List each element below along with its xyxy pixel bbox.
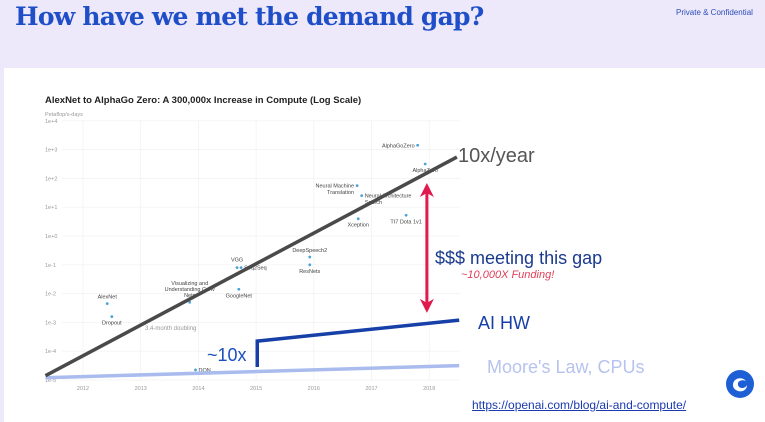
y-tick-label: 1e-1	[45, 263, 56, 269]
data-point	[423, 162, 427, 166]
x-tick-label: 2015	[250, 386, 262, 392]
data-point	[404, 213, 408, 217]
y-tick-label: 1e+1	[45, 205, 57, 211]
data-point	[237, 287, 241, 291]
y-tick-label: 1e+0	[45, 234, 57, 240]
x-tick-label: 2018	[423, 386, 435, 392]
data-point-label: Seq2Seq	[244, 266, 267, 272]
x-tick-label: 2014	[192, 386, 204, 392]
data-point-label: Neural Machine Translation	[316, 184, 355, 196]
x-tick-label: 2012	[77, 386, 89, 392]
data-point-label: Dropout	[102, 321, 122, 327]
data-point	[356, 217, 360, 221]
y-tick-label: 1e-3	[45, 320, 56, 326]
data-point-label: Xception	[348, 223, 369, 229]
ai-hw-jump-label: ~10x	[207, 345, 247, 365]
data-point	[188, 300, 192, 304]
data-point-label: DeepSpeech2	[292, 248, 327, 254]
page-title: How have we met the demand gap?	[15, 2, 484, 31]
data-point	[194, 368, 197, 372]
data-point	[355, 184, 359, 188]
company-logo-icon	[726, 370, 754, 398]
y-tick-label: 1e-5	[45, 378, 56, 384]
gap-label: $$$ meeting this gap	[435, 248, 602, 268]
arrow-up-icon	[419, 183, 434, 198]
moore-line	[45, 363, 460, 380]
data-point-label: VGG	[231, 258, 243, 264]
data-point-label: GoogleNet	[226, 293, 253, 299]
trend-line	[44, 155, 458, 378]
data-point-label: DQN	[199, 368, 211, 374]
y-tick-label: 1e+3	[45, 148, 57, 154]
data-point	[360, 194, 364, 198]
moore-label: Moore's Law, CPUs	[487, 357, 645, 377]
chart-panel	[4, 68, 765, 422]
y-tick-label: 1e-2	[45, 292, 56, 298]
x-tick-label: 2017	[365, 386, 377, 392]
data-point	[239, 266, 243, 270]
arrow-down-icon	[419, 298, 434, 313]
trend-label: 10x/year	[458, 145, 535, 167]
data-point-label: AlphaZero	[412, 168, 437, 174]
data-point	[105, 302, 109, 306]
data-point-label: Visualizing and Understanding Conv Nets	[165, 281, 215, 299]
x-tick-label: 2013	[135, 386, 147, 392]
trend-note: 3.4-month doubling	[145, 326, 196, 332]
confidential-label: Private & Confidential	[676, 8, 753, 17]
y-tick-label: 1e-4	[45, 349, 56, 355]
data-point-label: ResNets	[299, 269, 320, 275]
x-tick-label: 2016	[308, 386, 320, 392]
y-axis-label: Petaflop/s-days	[45, 112, 83, 118]
data-point	[416, 143, 420, 147]
data-point	[110, 315, 114, 319]
source-link[interactable]: https://openai.com/blog/ai-and-compute/	[472, 398, 687, 412]
data-point	[235, 266, 239, 270]
ai-hw-label: AI HW	[478, 313, 530, 333]
data-point-label: AlexNet	[98, 295, 118, 301]
data-point	[308, 255, 312, 259]
y-tick-label: 1e+2	[45, 176, 57, 182]
data-point	[308, 263, 312, 267]
y-tick-label: 1e+4	[45, 119, 57, 125]
funding-label: ~10,000X Funding!	[461, 269, 554, 281]
ai-hw-line	[255, 318, 460, 368]
data-point-label: TI7 Dota 1v1	[390, 219, 422, 225]
chart-title: AlexNet to AlphaGo Zero: A 300,000x Incr…	[45, 95, 361, 106]
data-point-label: AlphaGoZero	[382, 143, 415, 149]
